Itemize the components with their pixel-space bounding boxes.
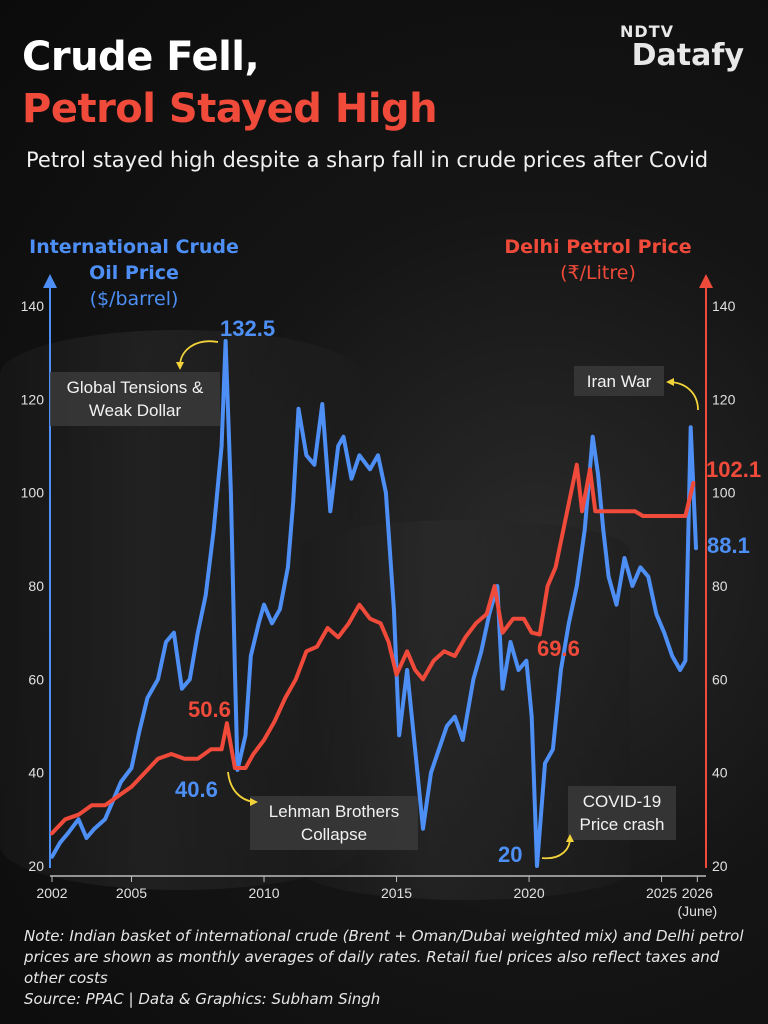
title-line1: Crude Fell, [22,34,260,80]
annotation-box [50,372,220,426]
right-axis-tick-label: 120 [712,391,736,407]
annotation-text: Price crash [579,815,664,834]
crude-price-line [50,339,698,868]
annotation-arrow [541,837,571,860]
right-axis-tick-label: 80 [712,578,728,594]
ndtv-datafy-logo: NDTV Datafy [620,22,744,71]
subtitle: Petrol stayed high despite a sharp fall … [26,148,709,172]
x-axis-tick-label: 2015 [381,885,412,901]
source-text: Source: PPAC | Data & Graphics: Subham S… [24,990,381,1008]
annotation-text: COVID-19 [583,792,661,811]
right-axis-tick-label: 60 [712,671,728,687]
crude-data-label: 132.5 [220,316,275,341]
annotation-text: Collapse [301,825,367,844]
left-axis-tick-label: 100 [21,485,45,501]
left-axis-tick-label: 40 [28,765,44,781]
left-axis-title: International Crude Oil Price ($/barrel) [26,234,242,312]
x-axis-tick-label: 2020 [513,885,544,901]
x-axis-last-tick-note: (June) [678,903,718,919]
left-axis-arrow [43,274,57,288]
left-axis-unit: ($/barrel) [89,288,179,310]
annotation-arrow [669,381,699,411]
logo-ndtv: NDTV [620,22,674,41]
crude-data-label: 88.1 [707,533,750,558]
x-axis-tick-label: 2010 [248,885,279,901]
right-axis-tick-label: 140 [712,298,736,314]
annotation-arrow-head [250,798,258,806]
left-axis-tick-label: 60 [28,671,44,687]
x-axis-tick-label: 2005 [116,885,147,901]
x-axis-tick-label: 2025 [646,885,677,901]
annotation-arrow-head [566,834,574,842]
petrol-data-label: 69.6 [537,636,580,661]
annotation-box [250,796,418,850]
annotation-arrow-head [176,362,184,370]
crude-data-label: 20 [498,842,522,867]
logo-datafy: Datafy [631,38,744,73]
right-axis-arrow [699,274,713,288]
annotation-text: Iran War [587,372,652,391]
left-axis-title-text: International Crude Oil Price [29,236,239,284]
annotation-arrow-head [666,378,674,386]
crude-data-label: 40.6 [175,777,218,802]
annotation-text: Lehman Brothers [269,802,399,821]
x-axis-tick-label: 2026 [682,885,713,901]
right-axis-tick-label: 40 [712,765,728,781]
left-axis-tick-label: 120 [21,391,45,407]
petrol-price-line [50,462,696,836]
right-axis-title-text: Delhi Petrol Price [504,236,692,258]
petrol-data-label: 50.6 [188,697,231,722]
right-axis-tick-label: 20 [712,858,728,874]
footnote: Note: Indian basket of international cru… [24,926,744,1010]
annotation-box [574,366,664,396]
right-axis-title: Delhi Petrol Price (₹/Litre) [488,234,708,286]
petrol-data-label: 102.1 [706,457,761,482]
left-axis-tick-label: 20 [28,858,44,874]
annotation-text: Global Tensions & [67,378,204,397]
annotation-text: Weak Dollar [89,401,182,420]
left-axis-tick-label: 80 [28,578,44,594]
note-text: Note: Indian basket of international cru… [24,927,744,987]
right-axis-unit: (₹/Litre) [560,262,636,284]
left-axis-tick-label: 140 [21,298,45,314]
annotation-arrow [179,340,219,367]
x-axis-tick-label: 2002 [36,885,67,901]
title-line2: Petrol Stayed High [22,86,438,132]
annotation-box [568,786,676,840]
right-axis-tick-label: 100 [712,485,736,501]
